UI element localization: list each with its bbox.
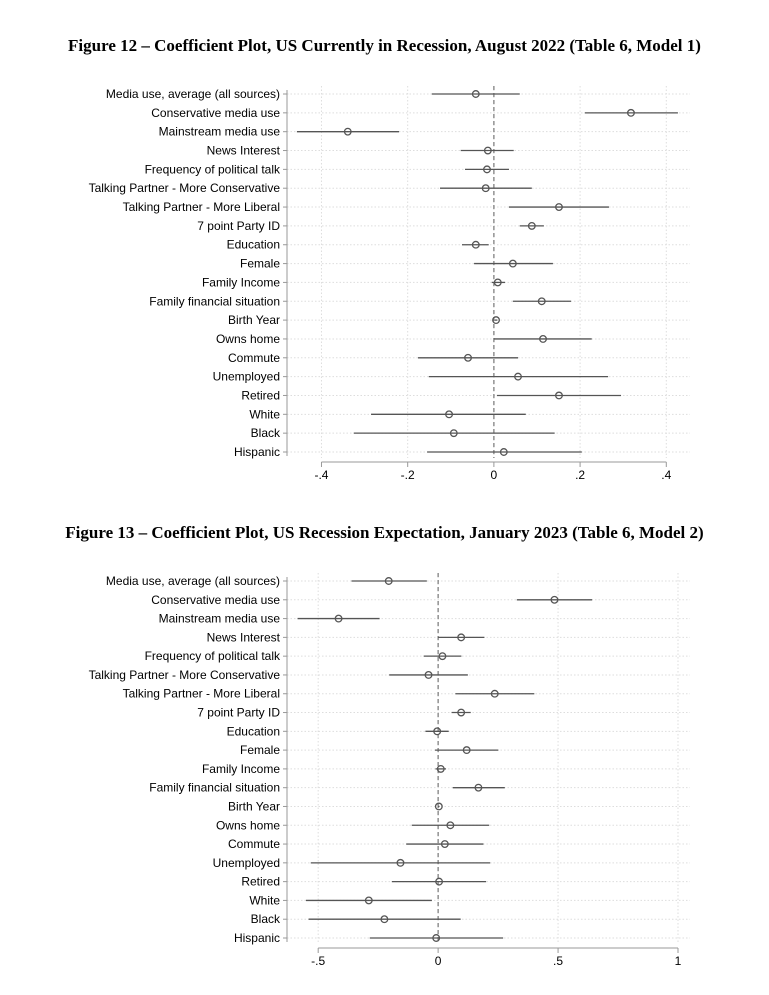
x-tick-label: -.4 xyxy=(314,468,328,482)
y-tick-label: Education xyxy=(227,238,280,252)
y-tick-label: Unemployed xyxy=(213,856,280,870)
coefficient-point xyxy=(514,372,522,381)
x-tick-label: .4 xyxy=(661,468,671,482)
coefficient-point xyxy=(527,221,536,230)
plot-2: Media use, average (all sources) Conserva… xyxy=(89,573,690,968)
y-tick-label: Talking Partner - More Conservative xyxy=(89,668,281,682)
y-tick-label: Talking Partner - More Liberal xyxy=(123,687,280,701)
coefficient-point xyxy=(499,448,508,456)
y-tick-label: Black xyxy=(251,426,281,440)
x-tick-label: -.5 xyxy=(311,954,325,968)
y-tick-label: Birth Year xyxy=(228,313,280,327)
y-tick-label: Education xyxy=(227,724,280,738)
coefficient-point xyxy=(474,783,483,792)
y-tick-label: Media use, average (all sources) xyxy=(106,87,280,101)
x-tick-label: 0 xyxy=(435,954,442,968)
coefficient-point xyxy=(550,595,559,604)
coefficient-point xyxy=(433,727,442,736)
y-tick-label: Frequency of political talk xyxy=(145,162,281,176)
coefficient-point xyxy=(396,858,405,867)
coefficient-point xyxy=(490,689,499,698)
y-tick-label: Female xyxy=(240,743,280,757)
coefficient-point xyxy=(462,746,471,755)
coefficient-point xyxy=(440,840,449,849)
coefficient-point xyxy=(438,652,447,661)
x-tick-label: -.2 xyxy=(401,468,415,482)
coefficient-point xyxy=(449,429,458,438)
coefficient-point xyxy=(555,391,563,400)
coefficient-point xyxy=(508,259,517,268)
y-tick-label: Family financial situation xyxy=(149,294,280,308)
y-tick-label: Mainstream media use xyxy=(159,125,281,139)
x-tick-label: .2 xyxy=(575,468,585,482)
y-tick-label: Commute xyxy=(228,351,280,365)
coefficient-point xyxy=(446,821,455,830)
y-tick-label: Hispanic xyxy=(234,445,280,459)
y-tick-label: Frequency of political talk xyxy=(145,649,281,663)
coefficient-point xyxy=(493,278,502,287)
coefficient-point xyxy=(384,577,393,585)
y-tick-label: 7 point Party ID xyxy=(197,706,280,720)
y-tick-label: Talking Partner - More Conservative xyxy=(89,181,281,195)
y-tick-label: Media use, average (all sources) xyxy=(106,574,280,588)
y-tick-label: Female xyxy=(240,257,280,271)
coefficient-point xyxy=(471,240,480,249)
coefficient-point xyxy=(436,764,445,773)
coefficient-point xyxy=(555,203,563,212)
coefficient-point xyxy=(343,127,352,136)
y-tick-label: White xyxy=(249,893,280,907)
coefficient-point xyxy=(537,297,546,306)
coefficient-point xyxy=(334,614,343,623)
y-tick-label: Hispanic xyxy=(234,931,280,945)
y-tick-label: News Interest xyxy=(207,630,281,644)
x-tick-label: .5 xyxy=(553,954,563,968)
coefficient-point xyxy=(457,708,466,717)
figure-13-title: Figure 13 – Coefficient Plot, US Recessi… xyxy=(65,523,704,542)
x-tick-label: 1 xyxy=(675,954,682,968)
y-tick-label: Family Income xyxy=(202,275,280,289)
y-tick-label: Family financial situation xyxy=(149,781,280,795)
coefficient-point xyxy=(380,915,389,924)
y-tick-label: Owns home xyxy=(216,332,280,346)
y-tick-label: Birth Year xyxy=(228,799,280,813)
coefficient-point xyxy=(445,410,454,419)
x-tick-label: 0 xyxy=(491,468,498,482)
y-tick-label: Retired xyxy=(241,388,280,402)
coefficient-point xyxy=(483,146,492,155)
coefficient-point xyxy=(471,90,480,98)
y-tick-label: Black xyxy=(251,912,281,926)
coefficient-point xyxy=(424,670,433,679)
plot-1: Media use, average (all sources) Conserva… xyxy=(89,86,690,482)
y-tick-label: Conservative media use xyxy=(151,593,280,607)
coefficient-point xyxy=(457,633,466,642)
coefficient-point xyxy=(434,802,443,811)
y-tick-label: 7 point Party ID xyxy=(197,219,280,233)
coefficient-point xyxy=(539,334,547,343)
y-tick-label: News Interest xyxy=(207,144,281,158)
y-tick-label: Mainstream media use xyxy=(159,612,281,626)
coefficient-point xyxy=(435,877,444,886)
figure-12-title: Figure 12 – Coefficient Plot, US Current… xyxy=(68,36,701,55)
coefficient-point xyxy=(481,184,490,193)
y-tick-label: Commute xyxy=(228,837,280,851)
coefficient-point xyxy=(627,108,635,117)
y-tick-label: Conservative media use xyxy=(151,106,280,120)
coefficient-point xyxy=(464,353,472,362)
coefficient-point xyxy=(364,896,373,905)
y-tick-label: Unemployed xyxy=(213,370,280,384)
y-tick-label: Family Income xyxy=(202,762,280,776)
coefficient-point xyxy=(492,316,500,325)
y-tick-label: Retired xyxy=(241,875,280,889)
y-tick-label: Talking Partner - More Liberal xyxy=(123,200,280,214)
coefficient-point xyxy=(432,934,441,942)
coefficient-point xyxy=(483,165,491,174)
y-tick-label: Owns home xyxy=(216,818,280,832)
y-tick-label: White xyxy=(249,407,280,421)
